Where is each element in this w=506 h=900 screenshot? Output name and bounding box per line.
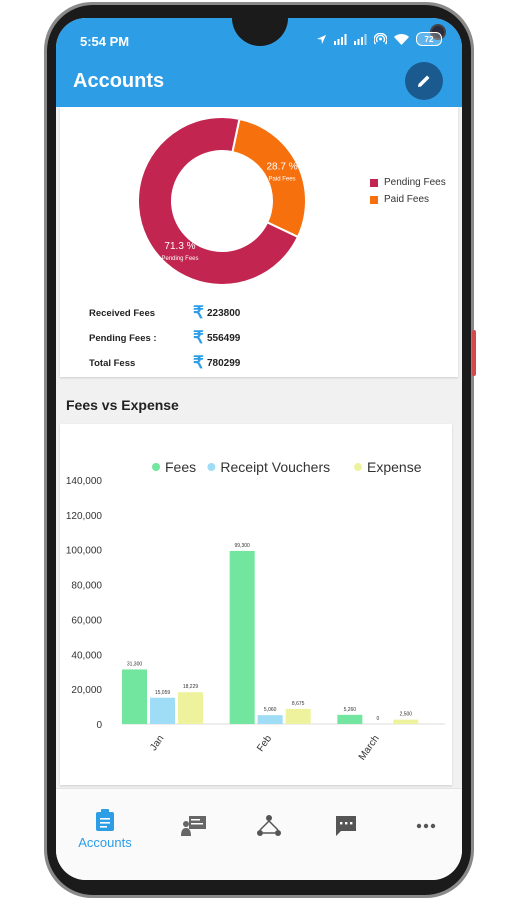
bar-value-label: 5,060 (264, 707, 277, 713)
x-tick-label: March (357, 733, 382, 762)
bar (229, 550, 255, 724)
bar (393, 719, 419, 724)
donut-legend: Pending Fees Paid Fees (370, 177, 446, 211)
signal-icon-2 (354, 33, 367, 45)
battery-icon: 72 (416, 32, 442, 46)
section-title: Fees vs Expense (66, 397, 179, 413)
edit-button[interactable] (405, 62, 443, 100)
more-dots-icon (416, 823, 436, 829)
legend-item-pending: Pending Fees (370, 177, 446, 188)
donut-slice-label: Pending Fees (161, 256, 198, 262)
screen: 5:54 PM 72 Accounts 28.7 % Paid Fees 71.3 … (56, 18, 462, 880)
legend-item-paid: Paid Fees (370, 194, 446, 205)
bar-value-label: 2,500 (400, 712, 413, 718)
fees-vs-expense-card: Fees Receipt Vouchers Expense 0 20,000 40,000… (60, 424, 452, 785)
chart-legend-label: Fees (165, 459, 196, 475)
side-button (472, 330, 476, 376)
donut-slice-label: Paid Fees (269, 176, 296, 182)
x-tick-label: Jan (148, 733, 166, 753)
signal-icon (334, 33, 347, 45)
bar-value-label: 5,260 (344, 707, 357, 713)
chart-legend-label: Expense (367, 459, 422, 475)
donut-percent-label: 71.3 % (164, 241, 195, 252)
total-fees-value: 780299 (207, 357, 241, 369)
y-tick-label: 40,000 (71, 650, 102, 661)
rupee-icon: ₹ (193, 328, 204, 347)
donut-percent-label: 28.7 % (266, 161, 297, 172)
pending-fees-label: Pending Fees : (89, 332, 157, 344)
page-title: Accounts (73, 70, 165, 92)
y-tick-label: 100,000 (66, 546, 103, 557)
wifi-icon (394, 33, 409, 45)
y-tick-label: 120,000 (66, 511, 103, 522)
rupee-icon: ₹ (193, 353, 204, 372)
bar (337, 714, 363, 724)
bar-value-label: 18,229 (183, 684, 199, 690)
legend-label: Pending Fees (384, 177, 446, 188)
legend-swatch (370, 178, 378, 187)
x-tick-label: Feb (255, 733, 274, 754)
y-tick-label: 20,000 (71, 685, 102, 696)
nav-accounts[interactable]: Accounts (65, 789, 145, 869)
app-bar: 5:54 PM 72 Accounts (56, 18, 462, 107)
bar (257, 715, 283, 724)
pending-fees-row: Pending Fees : ₹ 556499 (89, 328, 240, 348)
status-time: 5:54 PM (80, 34, 130, 49)
bar (178, 692, 203, 724)
nav-messages[interactable] (306, 789, 386, 863)
y-tick-label: 140,000 (66, 476, 103, 487)
bar-value-label: 8,675 (292, 701, 305, 707)
y-tick-label: 80,000 (71, 581, 102, 592)
donut-slice (137, 116, 300, 286)
fees-summary-card: 28.7 % Paid Fees 71.3 % Pending Fees Pendin… (60, 107, 458, 377)
received-fees-label: Received Fees (89, 307, 156, 319)
chart-legend-swatch (152, 463, 160, 471)
notch (232, 18, 446, 46)
bottom-navigation: Accounts (56, 788, 462, 880)
y-tick-label: 0 (96, 720, 102, 731)
pencil-icon (418, 75, 430, 87)
legend-label: Paid Fees (384, 194, 430, 205)
nav-network[interactable] (229, 789, 309, 863)
bar (122, 669, 147, 724)
total-fees-row: Total Fess ₹ 780299 (89, 353, 240, 373)
rupee-icon: ₹ (193, 303, 204, 322)
nav-staff[interactable] (154, 789, 234, 863)
total-fees-label: Total Fess (89, 357, 136, 369)
chat-icon (336, 816, 356, 836)
fees-vs-expense-chart: Fees Receipt Vouchers Expense 0 20,000 40,000… (66, 459, 445, 762)
teacher-board-icon (181, 816, 206, 836)
bar (150, 697, 175, 724)
bar (285, 708, 311, 724)
bar-value-label: 0 (376, 716, 379, 722)
location-icon (316, 34, 327, 44)
nav-more[interactable] (386, 789, 462, 863)
chart-legend-swatch (207, 463, 216, 471)
network-icon (257, 815, 281, 836)
chart-legend-swatch (354, 463, 362, 471)
nav-accounts-label: Accounts (78, 834, 132, 850)
received-fees-value: 223800 (207, 307, 241, 319)
bar-value-label: 15,059 (155, 690, 171, 696)
fees-donut-chart: 28.7 % Paid Fees 71.3 % Pending Fees (137, 116, 307, 286)
y-tick-label: 60,000 (71, 615, 102, 626)
received-fees-row: Received Fees ₹ 223800 (89, 303, 240, 323)
bar-value-label: 31,300 (127, 661, 143, 667)
status-icons: 72 (316, 32, 442, 46)
hotspot-icon (374, 33, 387, 45)
clipboard-icon (96, 808, 114, 831)
chart-legend-label: Receipt Vouchers (220, 459, 330, 475)
pending-fees-value: 556499 (207, 332, 241, 344)
legend-swatch (370, 195, 378, 204)
bar-value-label: 99,300 (235, 543, 251, 549)
